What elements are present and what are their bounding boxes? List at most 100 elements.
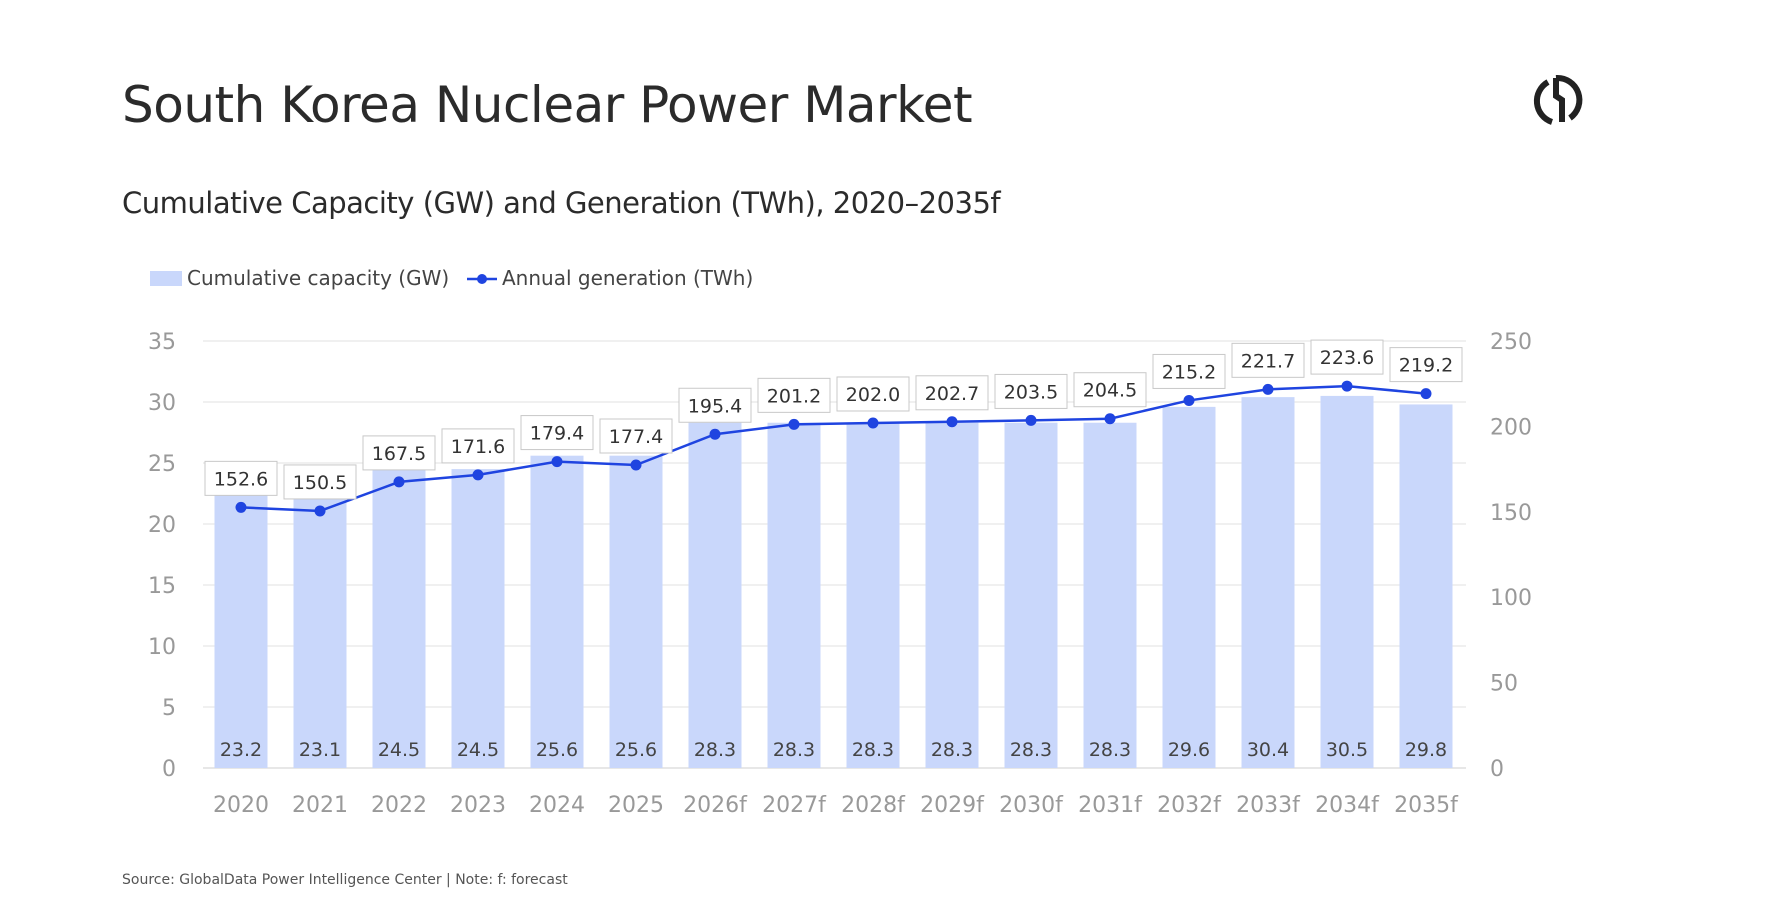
bar-data-label: 24.5	[457, 739, 499, 761]
bar	[1083, 422, 1137, 768]
line-data-label: 203.5	[1004, 381, 1058, 403]
y-left-tick-label: 15	[148, 574, 176, 599]
line-label-box	[1231, 342, 1305, 378]
line-label-box	[283, 464, 357, 500]
line-data-label: 177.4	[609, 426, 663, 448]
y-right-tick-label: 150	[1490, 501, 1532, 526]
bar	[372, 469, 426, 768]
line-label-box	[520, 415, 594, 451]
bar-data-label: 28.3	[852, 739, 894, 761]
line-point	[1025, 414, 1037, 426]
bar-data-label: 29.8	[1405, 739, 1447, 761]
x-tick-label: 2031f	[1078, 793, 1143, 818]
y-left-tick-label: 5	[162, 696, 176, 721]
bar-data-label: 29.6	[1168, 739, 1210, 761]
bar-data-label: 24.5	[378, 739, 420, 761]
y-left-tick-label: 20	[148, 513, 176, 538]
x-tick-label: 2026f	[683, 793, 748, 818]
y-right-tick-label: 200	[1490, 415, 1532, 440]
line-data-label: 215.2	[1162, 361, 1216, 383]
bar	[846, 422, 900, 768]
x-tick-label: 2021	[292, 793, 348, 818]
line-data-label: 219.2	[1399, 355, 1453, 377]
x-tick-label: 2027f	[762, 793, 827, 818]
line-data-label: 201.2	[767, 385, 821, 407]
line-label-box	[678, 387, 752, 423]
bar	[530, 455, 584, 768]
line-data-label: 202.0	[846, 384, 900, 406]
line-point	[867, 417, 879, 429]
x-tick-label: 2035f	[1394, 793, 1459, 818]
line-data-label: 179.4	[530, 423, 584, 445]
line-series	[240, 384, 1427, 513]
source-note: Source: GlobalData Power Intelligence Ce…	[122, 872, 568, 888]
x-tick-label: 2030f	[999, 793, 1064, 818]
bar	[1320, 395, 1374, 768]
y-right-tick-label: 50	[1490, 672, 1518, 697]
bar	[451, 469, 505, 768]
bar-data-label: 25.6	[615, 739, 657, 761]
bar	[293, 486, 347, 768]
x-tick-label: 2020	[213, 793, 269, 818]
x-tick-label: 2024	[529, 793, 585, 818]
legend-swatch-capacity	[150, 271, 182, 286]
bar	[1241, 397, 1295, 768]
bar	[1399, 404, 1453, 768]
bar-data-label: 30.5	[1326, 739, 1368, 761]
line-data-label: 223.6	[1320, 347, 1374, 369]
line-data-label: 171.6	[451, 436, 505, 458]
line-data-label: 167.5	[372, 443, 426, 465]
line-point	[472, 469, 484, 481]
bar-data-label: 28.3	[694, 739, 736, 761]
legend-marker-generation	[477, 274, 487, 284]
line-point	[1183, 394, 1195, 406]
line-point	[630, 459, 642, 471]
line-label-box	[915, 375, 989, 411]
bar	[688, 422, 742, 768]
bar-data-label: 25.6	[536, 739, 578, 761]
x-tick-label: 2025	[608, 793, 664, 818]
line-data-label: 195.4	[688, 395, 742, 417]
bar-data-label: 28.3	[931, 739, 973, 761]
x-tick-label: 2032f	[1157, 793, 1222, 818]
x-tick-label: 2033f	[1236, 793, 1301, 818]
x-tick-label: 2022	[371, 793, 427, 818]
chart-subtitle: Cumulative Capacity (GW) and Generation …	[122, 186, 1001, 220]
y-left-tick-label: 25	[148, 452, 176, 477]
bar	[767, 422, 821, 768]
line-point	[1262, 383, 1274, 395]
bar-data-label: 28.3	[773, 739, 815, 761]
x-tick-label: 2028f	[841, 793, 906, 818]
y-right-tick-label: 0	[1490, 757, 1504, 782]
line-label-box	[836, 376, 910, 412]
line-point	[946, 416, 958, 428]
line-data-label: 204.5	[1083, 380, 1137, 402]
line-label-box	[1310, 339, 1384, 375]
line-label-box	[441, 428, 515, 464]
line-label-box	[1389, 347, 1463, 383]
line-label-box	[1073, 372, 1147, 408]
line-data-label: 221.7	[1241, 350, 1295, 372]
line-label-box	[204, 460, 278, 496]
bar	[214, 484, 268, 768]
y-left-tick-label: 0	[162, 757, 176, 782]
bar	[1004, 422, 1058, 768]
line-point	[314, 505, 326, 517]
page-title: South Korea Nuclear Power Market	[122, 76, 973, 134]
x-tick-label: 2034f	[1315, 793, 1380, 818]
bar-data-label: 23.2	[220, 739, 262, 761]
line-point	[709, 428, 721, 440]
bar	[609, 455, 663, 768]
line-point	[788, 418, 800, 430]
bar	[1162, 406, 1216, 768]
bar-data-label: 23.1	[299, 739, 341, 761]
line-label-box	[362, 435, 436, 471]
globaldata-logo-icon	[1533, 74, 1583, 125]
line-label-box	[599, 418, 673, 454]
line-label-box	[1152, 353, 1226, 389]
line-point	[1104, 413, 1116, 425]
line-label-box	[994, 373, 1068, 409]
y-left-tick-label: 10	[148, 635, 176, 660]
x-tick-label: 2023	[450, 793, 506, 818]
